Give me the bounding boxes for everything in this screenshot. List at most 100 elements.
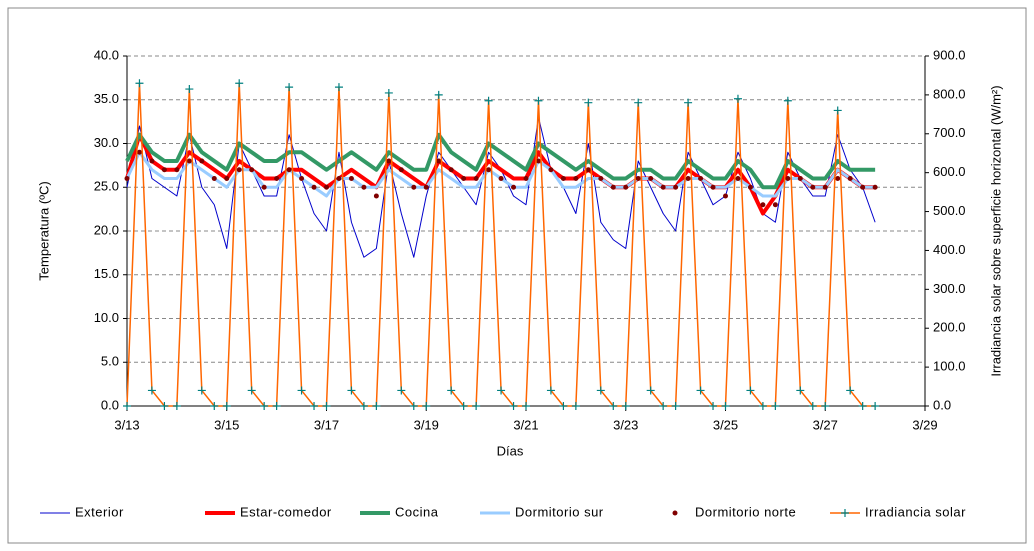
point: [721, 402, 730, 410]
point: [522, 402, 530, 410]
point: [796, 386, 805, 395]
point: [560, 176, 566, 181]
point: [723, 193, 728, 199]
point: [610, 184, 616, 190]
x-tick-label: 3/15: [214, 417, 239, 432]
point: [497, 386, 506, 395]
x-tick-label: 3/23: [613, 417, 638, 432]
y-tick-label: 10.0: [94, 310, 119, 325]
point: [186, 158, 192, 164]
legend-label: Cocina: [395, 504, 439, 519]
point: [797, 176, 803, 181]
point: [123, 402, 131, 410]
point: [571, 402, 580, 410]
point: [185, 85, 194, 94]
point: [197, 386, 206, 395]
point: [509, 402, 518, 410]
point: [297, 386, 306, 395]
point: [584, 98, 593, 107]
y2-tick-label: 900.0: [933, 47, 966, 62]
y2-tick-label: 600.0: [933, 164, 966, 179]
point: [771, 402, 780, 410]
point: [386, 158, 392, 164]
point: [733, 94, 742, 103]
point: [286, 167, 292, 173]
point: [149, 158, 155, 164]
point: [747, 184, 753, 190]
point: [498, 176, 504, 181]
point: [546, 386, 555, 395]
point: [659, 402, 668, 410]
point: [348, 176, 354, 181]
point: [673, 184, 679, 190]
y-tick-label: 40.0: [94, 47, 119, 62]
point: [559, 402, 568, 410]
legend-label: Exterior: [75, 504, 124, 519]
point: [635, 176, 641, 181]
point: [598, 176, 604, 181]
point: [397, 386, 406, 395]
point: [336, 176, 342, 181]
point: [473, 176, 479, 181]
point: [486, 167, 492, 173]
point: [760, 202, 766, 208]
point: [847, 176, 853, 181]
point: [247, 386, 256, 395]
y-tick-label: 30.0: [94, 135, 119, 150]
point: [147, 386, 156, 395]
y-tick-label: 5.0: [101, 354, 119, 369]
x-tick-label: 3/19: [414, 417, 439, 432]
point: [772, 202, 778, 208]
x-axis-label: Días: [497, 443, 524, 458]
y2-tick-label: 0.0: [933, 397, 951, 412]
y2-tick-label: 500.0: [933, 203, 966, 218]
point: [783, 96, 792, 105]
x-tick-label: 3/29: [912, 417, 937, 432]
point: [347, 386, 356, 395]
y2-tick-label: 800.0: [933, 86, 966, 101]
y2-tick-label: 700.0: [933, 125, 966, 140]
point: [311, 184, 317, 190]
point: [685, 176, 691, 181]
series-line: [125, 132, 876, 190]
point: [609, 402, 618, 410]
point: [236, 167, 242, 173]
point: [249, 167, 255, 173]
point: [758, 402, 767, 410]
point: [835, 176, 841, 181]
point: [324, 184, 329, 190]
legend-label: Dormitorio sur: [515, 504, 604, 519]
point: [434, 90, 443, 99]
point: [260, 402, 269, 410]
point: [484, 96, 493, 105]
legend-label: Irradiancia solar: [865, 504, 966, 519]
legend-label: Estar-comedor: [240, 504, 332, 519]
point: [833, 106, 842, 115]
point: [746, 386, 755, 395]
y-tick-label: 20.0: [94, 222, 119, 237]
x-tick-label: 3/27: [813, 417, 838, 432]
point: [272, 402, 281, 410]
point: [310, 402, 319, 410]
point: [511, 184, 517, 190]
point: [710, 184, 716, 190]
point: [261, 184, 267, 190]
point: [160, 402, 169, 410]
y2-axis-label: Irradiancia solar sobre superficie horiz…: [988, 85, 1003, 376]
point: [322, 402, 331, 410]
point: [808, 402, 817, 410]
point: [224, 176, 230, 181]
point: [548, 167, 554, 173]
point: [621, 402, 630, 410]
point: [161, 167, 167, 173]
y2-tick-label: 200.0: [933, 320, 966, 335]
point: [384, 88, 393, 97]
point: [648, 176, 654, 181]
point: [472, 402, 481, 410]
point: [459, 402, 468, 410]
point: [523, 176, 529, 181]
point: [235, 79, 244, 88]
legend-swatch: [841, 509, 849, 517]
y-tick-label: 35.0: [94, 91, 119, 106]
